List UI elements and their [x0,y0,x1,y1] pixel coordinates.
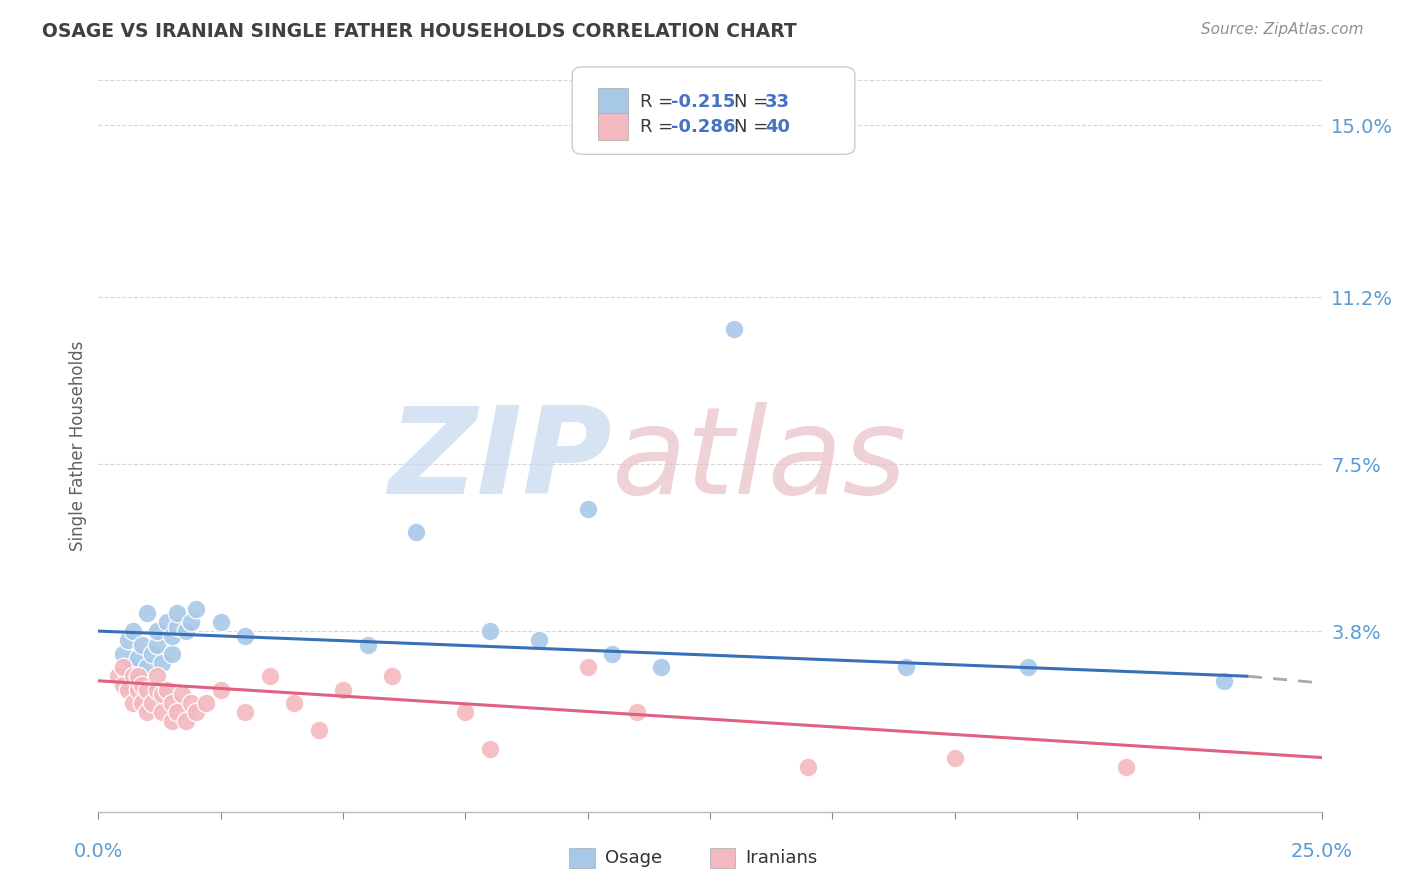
Point [141,647,163,661]
Point [156,682,179,697]
Y-axis label: Single Father Households: Single Father Households [69,341,87,551]
Point [160,697,183,711]
Point [156,615,179,629]
Text: atlas: atlas [612,402,907,519]
Point [150,706,173,720]
Point [166,606,188,620]
Text: N =: N = [734,118,773,136]
Text: 40: 40 [765,118,790,136]
Point [146,682,169,697]
Point [195,697,218,711]
Point [233,629,256,643]
Point [650,660,672,674]
Point [176,624,198,639]
Point [283,697,305,711]
Point [943,750,966,764]
Point [1212,673,1234,688]
Text: Source: ZipAtlas.com: Source: ZipAtlas.com [1201,22,1364,37]
Point [121,697,143,711]
Point [478,624,501,639]
Point [723,321,745,335]
Point [308,723,330,738]
Point [332,682,354,697]
Point [1115,759,1137,773]
Point [478,741,501,756]
Point [150,656,173,670]
Point [527,633,550,648]
Point [186,601,208,615]
Point [259,669,281,683]
Point [454,706,477,720]
Point [186,706,208,720]
Text: 25.0%: 25.0% [1291,842,1353,862]
Point [576,502,599,516]
Point [107,669,129,683]
Text: -0.286: -0.286 [671,118,735,136]
Text: Osage: Osage [605,849,662,867]
Point [209,682,232,697]
Point [111,678,134,692]
Point [166,619,188,633]
Point [405,524,427,539]
Point [136,606,159,620]
Point [150,687,173,701]
Point [180,697,202,711]
Point [356,638,378,652]
Point [576,660,599,674]
Point [146,624,169,639]
Point [180,615,202,629]
Point [160,629,183,643]
Point [121,669,143,683]
Point [127,651,149,665]
Point [894,660,917,674]
Point [121,624,143,639]
Point [381,669,404,683]
Point [127,682,149,697]
Point [117,633,139,648]
Text: R =: R = [640,118,679,136]
Point [131,638,153,652]
Point [131,678,153,692]
Text: R =: R = [640,93,679,111]
Point [136,682,159,697]
Point [111,660,134,674]
Point [233,706,256,720]
Point [170,687,193,701]
Point [121,660,143,674]
Point [160,647,183,661]
Point [136,706,159,720]
Point [797,759,820,773]
Point [626,706,648,720]
Text: OSAGE VS IRANIAN SINGLE FATHER HOUSEHOLDS CORRELATION CHART: OSAGE VS IRANIAN SINGLE FATHER HOUSEHOLD… [42,22,797,41]
Text: 0.0%: 0.0% [73,842,124,862]
Point [160,714,183,729]
Point [1017,660,1039,674]
Point [136,660,159,674]
Text: Iranians: Iranians [745,849,817,867]
Point [117,682,139,697]
Point [141,697,163,711]
Text: 33: 33 [765,93,790,111]
Text: N =: N = [734,93,773,111]
Point [127,669,149,683]
Point [146,669,169,683]
Point [111,647,134,661]
Point [166,706,188,720]
Point [146,638,169,652]
Point [131,697,153,711]
Point [209,615,232,629]
Text: ZIP: ZIP [388,402,612,519]
Text: -0.215: -0.215 [671,93,735,111]
Point [176,714,198,729]
Point [600,647,623,661]
